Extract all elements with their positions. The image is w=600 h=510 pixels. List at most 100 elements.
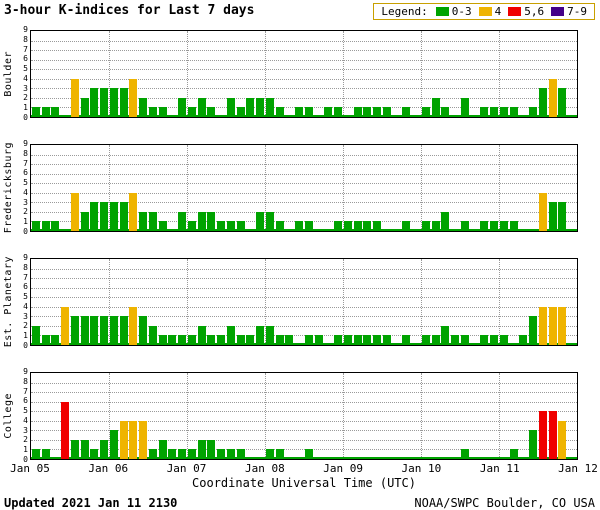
k-index-bar [197,97,206,117]
k-index-bar [70,316,79,345]
y-axis-tick-label: 4 [23,73,28,83]
k-index-bar [70,192,79,231]
k-index-bar [441,211,450,231]
legend-label: Legend: [381,5,428,18]
y-axis-tick-label: 7 [23,44,28,54]
k-index-bar [61,401,70,459]
y-axis-tick-label: 0 [23,227,28,236]
k-index-bar [363,221,372,231]
horizontal-gridline [31,173,577,175]
k-index-bar [217,335,226,345]
k-index-bar [431,97,440,117]
k-index-bar [304,335,313,345]
k-index-bar [441,325,450,345]
k-index-bar [509,449,518,459]
k-index-bar [499,221,508,231]
horizontal-gridline [31,401,577,403]
y-axis-tick-label: 2 [23,321,28,331]
vertical-gridline [343,373,344,459]
legend-item-label: 0-3 [451,5,472,18]
k-index-bar [31,325,40,345]
k-index-bar [480,221,489,231]
k-index-bar [353,335,362,345]
k-index-bar [226,97,235,117]
k-index-bar [480,107,489,117]
x-axis-tick-label-jan-09: Jan 09 [323,462,364,475]
k-index-bar [139,420,148,459]
y-axis-tick-label: 0 [23,455,28,464]
horizontal-gridline [31,420,577,422]
plot-area-college [30,372,578,460]
k-index-bar [70,439,79,459]
k-index-bar [451,335,460,345]
y-axis-tick-label: 3 [23,425,28,435]
y-axis-tick-label: 8 [23,34,28,44]
k-index-bar [80,97,89,117]
k-index-bar [363,107,372,117]
legend-swatch-yellow [478,7,492,16]
k-index-bar [529,316,538,345]
horizontal-gridline [31,430,577,432]
vertical-gridline [343,259,344,345]
k-index-bar [217,449,226,459]
k-index-bar [402,221,411,231]
y-axis-tick-label: 4 [23,415,28,425]
vertical-gridline [187,145,188,231]
k-index-bar [295,221,304,231]
k-index-bar [100,202,109,231]
y-axis-tick-label: 1 [23,331,28,341]
k-index-bar [314,335,323,345]
k-index-bar [119,316,128,345]
k-index-bar [558,306,567,345]
station-label: Boulder [2,51,14,97]
y-axis-tick-label: 9 [23,253,28,262]
y-axis-tick-label: 4 [23,187,28,197]
k-index-bar [178,211,187,231]
vertical-gridline [421,259,422,345]
vertical-gridline [499,373,500,459]
panel-est-planetary: Est. Planetary 0 1 2 3 4 5 6 7 8 9 [0,254,578,350]
horizontal-gridline [31,278,577,280]
vertical-gridline [109,145,110,231]
legend-item-7-9: 7-9 [551,6,587,17]
y-axis-tick-label: 8 [23,262,28,272]
vertical-gridline [343,145,344,231]
k-index-bar [41,107,50,117]
y-axis-tick-label: 9 [23,25,28,34]
k-index-bar [460,335,469,345]
k-index-bar [256,211,265,231]
panel-fredericksburg: Fredericksburg 0 1 2 3 4 5 6 7 8 9 [0,140,578,236]
horizontal-gridline [31,439,577,441]
station-label: Est. Planetary [2,256,14,348]
k-index-bar [100,88,109,117]
y-axis-tick-label: 6 [23,282,28,292]
k-index-bar [187,107,196,117]
legend-swatch-purple [551,7,565,16]
k-index-bar [265,449,274,459]
y-axis-tick-label: 5 [23,64,28,74]
x-axis-tick-label-jan-07: Jan 07 [166,462,207,475]
k-index-bar [41,449,50,459]
k-index-bar [148,211,157,231]
k-index-bar [217,221,226,231]
k-index-bar [119,88,128,117]
legend-item-4: 4 [478,6,501,17]
y-axis-tick-label: 0 [23,113,28,122]
k-index-bar [499,107,508,117]
baseline-strip [31,457,577,459]
k-index-bar [382,335,391,345]
k-index-bar [148,325,157,345]
k-index-bar [490,221,499,231]
x-axis-tick-label-jan-10: Jan 10 [401,462,442,475]
k-index-bar [148,449,157,459]
legend-swatch-red [508,7,522,16]
horizontal-gridline [31,192,577,194]
k-index-bar [382,107,391,117]
k-index-bar [265,325,274,345]
k-index-bar [129,420,138,459]
k-index-bar [548,78,557,117]
y-axis-tick-label: 6 [23,396,28,406]
y-axis-tick-label: 5 [23,292,28,302]
k-index-bar [187,449,196,459]
